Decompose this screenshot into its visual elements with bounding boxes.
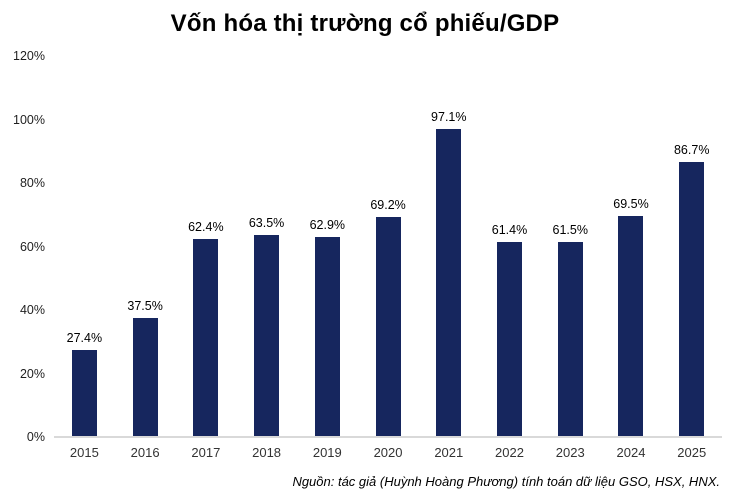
bar-2018: [254, 235, 280, 437]
bar-column-2024: 69.5%: [601, 56, 662, 437]
y-tick-label: 60%: [19, 239, 45, 254]
bar-column-2017: 62.4%: [175, 56, 236, 437]
bar-column-2025: 86.7%: [661, 56, 722, 437]
bar-2023: [557, 241, 583, 437]
bar-value-label: 69.2%: [370, 198, 406, 213]
y-tick-label: 20%: [19, 366, 45, 381]
bar-value-label: 62.9%: [309, 218, 346, 233]
bar-2016: [132, 317, 158, 437]
y-tick-label: 80%: [19, 176, 45, 190]
bar-column-2023: 61.5%: [540, 56, 601, 437]
x-tick-label: 2023: [555, 445, 585, 460]
x-tick-label: 2025: [677, 445, 707, 460]
bar-value-label: 27.4%: [66, 331, 103, 346]
y-tick-label: 40%: [19, 303, 45, 317]
bar-2019: [314, 237, 340, 437]
x-tick-label: 2019: [312, 445, 342, 460]
bar-value-label: 62.4%: [188, 219, 224, 234]
source-note: Nguồn: tác giả (Huỳnh Hoàng Phương) tính…: [292, 474, 720, 489]
bar-2024: [618, 216, 644, 437]
bar-column-2021: 97.1%: [418, 56, 479, 437]
x-axis-line: [54, 436, 722, 438]
x-tick-label: 2018: [252, 445, 282, 460]
x-axis-labels: 2015 2016 2017 2018 2019 2020 2021 2022 2023 2024…: [54, 445, 722, 460]
bar-value-label: 63.5%: [248, 216, 285, 231]
bar-value-label: 97.1%: [431, 109, 467, 124]
x-tick-label: 2015: [69, 445, 99, 460]
y-axis: 0% 20% 40% 60% 80% 100% 120%: [0, 49, 45, 444]
bar-2021: [436, 128, 462, 437]
y-tick-label: 120%: [13, 49, 45, 63]
bar-column-2019: 62.9%: [297, 56, 358, 437]
bar-column-2018: 63.5%: [236, 56, 297, 437]
bar-2015: [71, 350, 97, 437]
bar-value-label: 86.7%: [673, 142, 710, 157]
x-tick-label: 2022: [495, 445, 524, 460]
bar-column-2015: 27.4%: [54, 56, 115, 437]
x-tick-label: 2021: [434, 445, 464, 460]
y-tick-label: 100%: [13, 112, 45, 127]
bar-2025: [679, 161, 705, 437]
bar-column-2022: 61.4%: [479, 56, 540, 437]
bar-2020: [375, 217, 401, 437]
x-tick-label: 2016: [130, 445, 160, 460]
bar-value-label: 61.5%: [552, 222, 588, 237]
bar-value-label: 37.5%: [127, 298, 163, 313]
bar-value-label: 61.4%: [491, 223, 528, 238]
bar-2022: [497, 242, 522, 437]
x-tick-label: 2020: [373, 445, 403, 460]
bar-2017: [193, 238, 219, 437]
y-tick-label: 0%: [26, 430, 45, 444]
x-tick-label: 2024: [616, 445, 646, 460]
bar-column-2020: 69.2%: [358, 56, 419, 437]
bar-value-label: 69.5%: [613, 197, 649, 212]
bar-column-2016: 37.5%: [115, 56, 176, 437]
plot-area: 27.4% 37.5% 62.4% 63.5% 62.9% 69.2% 97.1% 61.4%…: [54, 56, 722, 437]
chart-title: Vốn hóa thị trường cổ phiếu/GDP: [170, 10, 560, 37]
x-tick-label: 2017: [191, 445, 221, 460]
